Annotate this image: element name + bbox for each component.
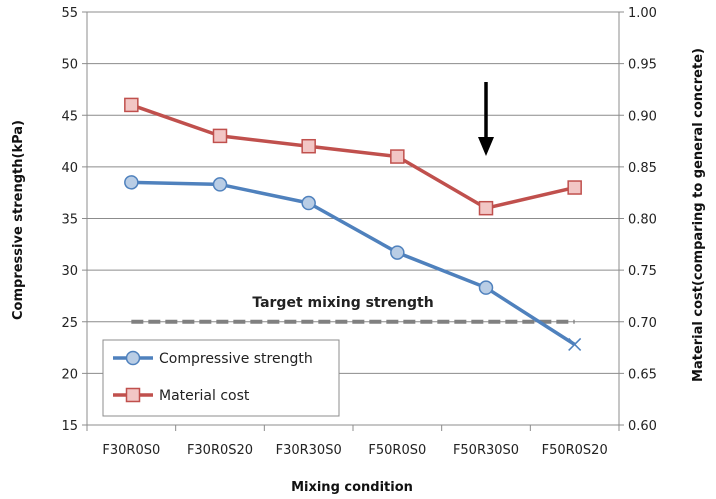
material-cost-point bbox=[567, 180, 582, 195]
right-tick-label: 0.90 bbox=[628, 109, 657, 124]
x-tick-label: F50R30S0 bbox=[453, 443, 519, 458]
right-tick-label: 0.95 bbox=[628, 58, 657, 73]
x-tick-label: F30R30S0 bbox=[276, 443, 342, 458]
right-tick-label: 0.75 bbox=[628, 264, 657, 279]
left-tick-label: 55 bbox=[61, 6, 78, 21]
legend-box bbox=[102, 339, 340, 417]
compressive-strength-point bbox=[212, 177, 228, 192]
material-cost-point bbox=[212, 128, 228, 144]
series-group bbox=[124, 97, 582, 351]
right-axis-label: Material cost(comparing to general concr… bbox=[691, 48, 706, 382]
material-cost-point bbox=[124, 97, 139, 113]
right-tick-label: 0.85 bbox=[628, 161, 657, 176]
compressive-strength-point bbox=[568, 337, 582, 351]
material-cost-line bbox=[130, 103, 576, 210]
right-axis-ticks: 0.60 0.65 0.70 0.75 0.80 0.85 0.90 0.95 1.00 bbox=[628, 6, 657, 434]
left-tick-label: 50 bbox=[61, 58, 78, 73]
right-tick-label: 0.70 bbox=[628, 316, 657, 331]
left-axis-label: Compressive strength(kPa) bbox=[11, 120, 26, 320]
compressive-strength-line bbox=[131, 180, 576, 346]
compressive-strength-point bbox=[124, 175, 139, 190]
legend: Compressive strength Material cost bbox=[102, 339, 340, 417]
left-tick-label: 35 bbox=[61, 213, 78, 228]
arrow-head bbox=[478, 137, 494, 156]
x-axis-ticks: F30R0S0 F30R0S20 F30R30S0 F50R0S0 F50R30S0 F5… bbox=[102, 443, 607, 458]
arrow-annotation bbox=[478, 82, 494, 156]
left-tick-label: 25 bbox=[61, 316, 78, 331]
x-tick-label: F50R0S0 bbox=[368, 443, 426, 458]
left-axis-ticks: 15 20 25 30 35 40 45 50 55 bbox=[61, 6, 78, 434]
right-tick-label: 1.00 bbox=[628, 6, 657, 21]
legend-swatch-marker bbox=[125, 350, 141, 366]
left-tick-label: 45 bbox=[61, 109, 78, 124]
material-cost-point bbox=[478, 200, 494, 216]
legend-label-material-cost: Material cost bbox=[159, 388, 250, 404]
right-tick-label: 0.60 bbox=[628, 419, 657, 434]
left-tick-label: 40 bbox=[61, 161, 78, 176]
x-tick-label: F30R0S20 bbox=[187, 443, 253, 458]
target-line-group: Target mixing strength bbox=[131, 295, 575, 324]
compressive-strength-point bbox=[301, 195, 316, 211]
legend-swatch-marker bbox=[125, 387, 141, 403]
compressive-strength-point bbox=[390, 245, 405, 260]
point-cross-b bbox=[568, 337, 582, 351]
x-tick-label: F50R0S20 bbox=[542, 443, 608, 458]
left-tick-label: 15 bbox=[61, 419, 78, 434]
target-line-label: Target mixing strength bbox=[252, 295, 433, 311]
material-cost-point bbox=[301, 138, 316, 154]
legend-label-compressive-strength: Compressive strength bbox=[159, 351, 313, 367]
material-cost-point bbox=[390, 149, 405, 164]
left-tick-label: 30 bbox=[61, 264, 78, 279]
right-tick-label: 0.65 bbox=[628, 367, 657, 382]
x-axis-label: Mixing condition bbox=[291, 480, 413, 495]
right-tick-label: 0.80 bbox=[628, 213, 657, 228]
compressive-strength-point bbox=[478, 280, 494, 295]
left-tick-label: 20 bbox=[61, 367, 78, 382]
x-tick-label: F30R0S0 bbox=[102, 443, 160, 458]
